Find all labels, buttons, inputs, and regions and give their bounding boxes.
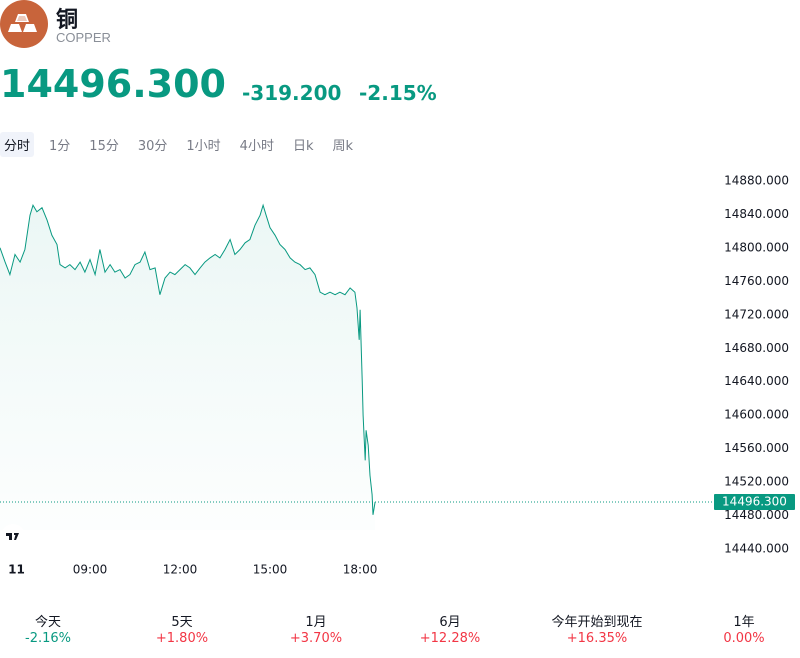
x-tick-label: 11 — [8, 563, 25, 577]
chart: 14440.000 14480.000 14520.000 14560.000 1460… — [0, 173, 795, 577]
change-percent: -2.15% — [359, 81, 437, 105]
y-tick-label: 14560.000 — [724, 441, 789, 455]
y-tick-label: 14840.000 — [724, 207, 789, 221]
period-label: 今天 — [34, 615, 61, 630]
logo — [0, 0, 48, 48]
performance-item[interactable]: 1月 +3.70% — [246, 611, 386, 646]
period-change: +12.28% — [419, 631, 481, 646]
period-label: 1月 — [305, 615, 327, 630]
tab[interactable]: 4小时 — [239, 139, 274, 154]
last-price-box — [714, 494, 795, 511]
y-tick-label: 14640.000 — [724, 374, 789, 388]
performance-item[interactable]: 今年开始到现在 +16.35% — [527, 611, 667, 646]
y-tick-label: 14480.000 — [724, 508, 789, 522]
tab[interactable]: 15分 — [89, 139, 119, 154]
symbol-code: COPPER — [56, 30, 111, 45]
period-label: 5天 — [171, 615, 193, 630]
y-tick-label: 14720.000 — [724, 307, 789, 321]
x-tick-label: 12:00 — [163, 563, 198, 577]
performance-item[interactable]: 5天 +1.80% — [112, 611, 252, 646]
price: 14496.300 — [0, 62, 226, 106]
y-tick-label: 14760.000 — [724, 274, 789, 288]
x-tick-label: 18:00 — [343, 563, 378, 577]
last-price-label: 14496.300 — [722, 495, 787, 509]
tab[interactable]: 日k — [292, 139, 314, 154]
y-tick-label: 14880.000 — [724, 173, 789, 187]
period-change: +16.35% — [566, 631, 628, 646]
period-change: 0.00% — [723, 631, 765, 646]
tab[interactable]: 1小时 — [186, 139, 221, 154]
period-change: +1.80% — [155, 631, 209, 646]
tab[interactable]: 30分 — [137, 139, 168, 154]
period-change: -2.16% — [25, 631, 71, 646]
price-line — [0, 203, 376, 515]
tab-bar: 分时 1分 15分 30分 1小时 4小时 日k 周k — [0, 132, 368, 157]
y-tick-label: 14440.000 — [724, 542, 789, 556]
x-tick-label: 09:00 — [73, 563, 108, 577]
x-tick-label: 15:00 — [253, 563, 288, 577]
period-label: 1年 — [733, 615, 755, 630]
area — [0, 205, 376, 530]
y-tick-label: 14680.000 — [724, 341, 789, 355]
performance-item[interactable]: 今天 -2.16% — [0, 611, 118, 646]
y-tick-label: 14800.000 — [724, 240, 789, 254]
symbol-name: 铜 — [56, 8, 79, 33]
period-label: 今年开始到现在 — [551, 615, 643, 630]
tab[interactable]: 周k — [332, 139, 354, 154]
performance-item[interactable]: 6月 +12.28% — [380, 611, 520, 646]
y-tick-label: 14600.000 — [724, 408, 789, 422]
performance-item[interactable]: 1年 0.00% — [674, 611, 800, 646]
period-label: 6月 — [439, 615, 461, 630]
tab[interactable]: 分时 — [0, 132, 35, 157]
tv-logo — [1, 524, 25, 548]
change: -319.200 — [242, 81, 342, 105]
period-change: +3.70% — [289, 631, 343, 646]
tab[interactable]: 1分 — [49, 139, 71, 154]
y-tick-label: 14520.000 — [724, 475, 789, 489]
